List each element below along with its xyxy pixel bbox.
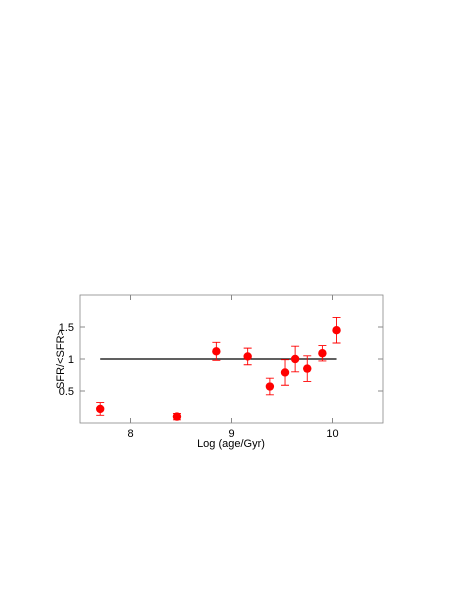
y-tick-label: 1: [68, 354, 74, 366]
data-point: [96, 404, 105, 414]
data-point: [280, 368, 290, 377]
y-tick-label: 1.5: [59, 322, 74, 334]
y-axis-label: SFR/<SFR>: [55, 329, 67, 389]
data-point: [290, 354, 300, 364]
y-tick-label: 0.5: [59, 386, 74, 398]
x-tick-label: 8: [127, 428, 133, 440]
data-point: [243, 352, 252, 361]
data-point: [303, 364, 312, 373]
data-point: [212, 347, 221, 356]
data-point: [172, 412, 182, 421]
data-point: [265, 382, 275, 391]
data-point: [332, 326, 341, 335]
data-point: [318, 349, 327, 358]
x-tick-label: 10: [326, 428, 338, 440]
x-axis-label: Log (age/Gyr): [197, 438, 265, 450]
x-tick-label: 9: [228, 428, 234, 440]
